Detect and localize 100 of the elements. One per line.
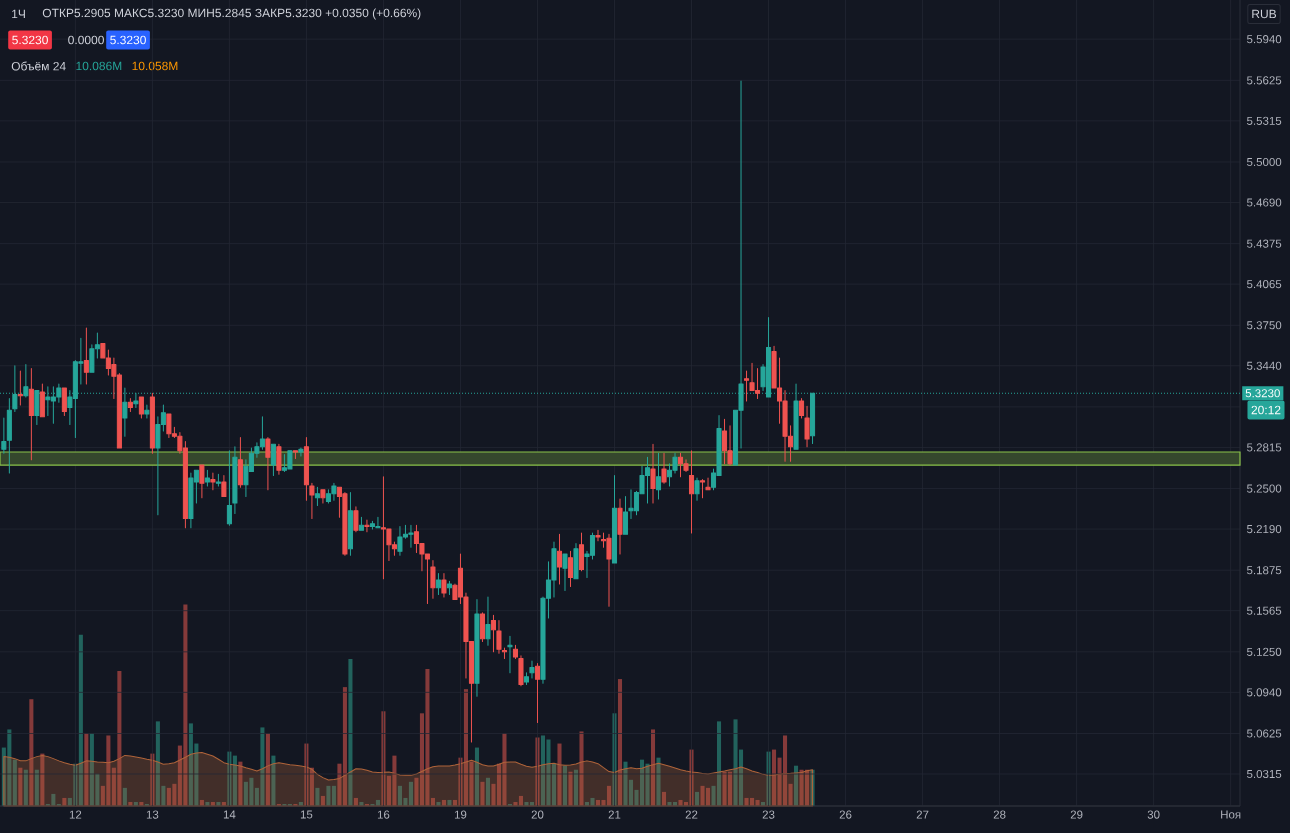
candlestick bbox=[699, 478, 706, 499]
candlestick bbox=[364, 519, 370, 533]
y-tick-label: 5.5315 bbox=[1246, 116, 1282, 125]
candlestick bbox=[138, 396, 144, 419]
candlestick bbox=[221, 475, 227, 497]
candlestick bbox=[127, 397, 133, 412]
bar bbox=[40, 753, 45, 806]
bar bbox=[535, 737, 540, 806]
candlestick bbox=[650, 443, 656, 504]
candlestick bbox=[507, 635, 513, 674]
candlestick bbox=[309, 482, 315, 520]
candlestick bbox=[276, 443, 282, 475]
x-tick-label: 29 bbox=[1070, 810, 1083, 819]
candlestick bbox=[204, 469, 210, 487]
text: 1Ч bbox=[12, 9, 25, 19]
candlestick bbox=[446, 580, 452, 595]
candlestick bbox=[232, 446, 238, 514]
candlestick bbox=[534, 663, 541, 723]
bar bbox=[617, 679, 623, 806]
candlestick bbox=[496, 620, 502, 654]
bar bbox=[568, 771, 573, 806]
annotation: 10.058M bbox=[132, 61, 178, 71]
x-tick-label: 27 bbox=[916, 810, 929, 819]
candlestick bbox=[292, 450, 298, 460]
bar bbox=[348, 658, 353, 806]
ref-line-label: 5.3230 bbox=[1245, 389, 1280, 398]
candlestick bbox=[199, 464, 205, 499]
bar bbox=[557, 743, 562, 806]
bar bbox=[408, 781, 413, 806]
x-tick-label: 19 bbox=[454, 810, 467, 819]
candlestick bbox=[358, 516, 364, 531]
x-tick-label: 16 bbox=[377, 810, 390, 819]
candlestick bbox=[688, 450, 695, 534]
y-tick-label: 5.5940 bbox=[1246, 35, 1282, 44]
candlestick bbox=[34, 390, 40, 426]
x-tick-label: 21 bbox=[608, 810, 621, 819]
candlestick bbox=[562, 553, 568, 591]
candlestick bbox=[655, 452, 662, 500]
bar bbox=[12, 759, 17, 806]
y-tick-label: 5.0625 bbox=[1246, 729, 1282, 738]
candlestick bbox=[799, 397, 805, 419]
bar bbox=[84, 733, 89, 806]
candlestick bbox=[611, 475, 618, 564]
bar bbox=[788, 783, 793, 806]
bar bbox=[661, 791, 667, 806]
candlestick bbox=[28, 367, 34, 461]
bar bbox=[331, 785, 336, 806]
candlestick bbox=[474, 599, 480, 697]
bar bbox=[485, 777, 490, 806]
bar bbox=[794, 765, 799, 806]
x-tick-label: 22 bbox=[685, 810, 698, 819]
candlestick bbox=[83, 327, 89, 385]
y-tick-label: 5.4065 bbox=[1246, 280, 1282, 289]
bar bbox=[474, 747, 479, 806]
candlestick bbox=[265, 437, 271, 491]
candlestick bbox=[485, 596, 491, 646]
y-tick-label: 5.3750 bbox=[1246, 321, 1282, 330]
candlestick bbox=[39, 383, 45, 418]
candlestick bbox=[435, 572, 441, 595]
y-tick-label: 5.1565 bbox=[1246, 606, 1282, 615]
candlestick bbox=[804, 405, 810, 448]
bar bbox=[612, 713, 617, 806]
bar bbox=[480, 781, 485, 806]
bar bbox=[414, 777, 419, 806]
annotation: 10.086M bbox=[76, 61, 122, 71]
bar bbox=[562, 765, 568, 806]
x-tick-label: 26 bbox=[839, 810, 852, 819]
x-tick-label: Ноя bbox=[1221, 810, 1241, 819]
y-tick-label: 5.0315 bbox=[1246, 769, 1282, 779]
bar bbox=[18, 767, 23, 806]
candlestick bbox=[518, 655, 524, 687]
y-tick-label: 5.4375 bbox=[1246, 239, 1282, 248]
candlestick bbox=[573, 542, 579, 580]
candlestick bbox=[270, 443, 276, 476]
candlestick bbox=[61, 387, 67, 416]
candlestick bbox=[567, 550, 574, 588]
x-tick-label: 30 bbox=[1147, 810, 1160, 819]
bar bbox=[650, 729, 656, 806]
candlestick bbox=[314, 486, 320, 507]
candlestick bbox=[622, 495, 629, 535]
candlestick bbox=[353, 506, 359, 533]
y-tick-label: 5.3440 bbox=[1246, 361, 1282, 370]
text: RUB bbox=[1252, 9, 1277, 19]
candlestick bbox=[1, 417, 7, 454]
chart-title: Объём 24 bbox=[11, 61, 66, 71]
annotation: 5.3230 bbox=[12, 35, 48, 45]
bar bbox=[122, 787, 127, 806]
candlestick bbox=[595, 529, 601, 542]
candlestick bbox=[226, 450, 232, 526]
bar bbox=[271, 755, 276, 806]
y-tick-label: 5.0940 bbox=[1246, 688, 1282, 697]
x-tick-label: 20 bbox=[531, 810, 544, 819]
bar bbox=[232, 755, 237, 806]
bar bbox=[656, 757, 661, 806]
x-tick-label: 15 bbox=[300, 810, 313, 819]
x-tick-label: 13 bbox=[146, 810, 159, 819]
x-tick-label: 28 bbox=[993, 810, 1006, 819]
candlestick bbox=[347, 491, 353, 556]
y-tick-label: 5.4690 bbox=[1246, 198, 1282, 207]
bar bbox=[315, 787, 320, 806]
